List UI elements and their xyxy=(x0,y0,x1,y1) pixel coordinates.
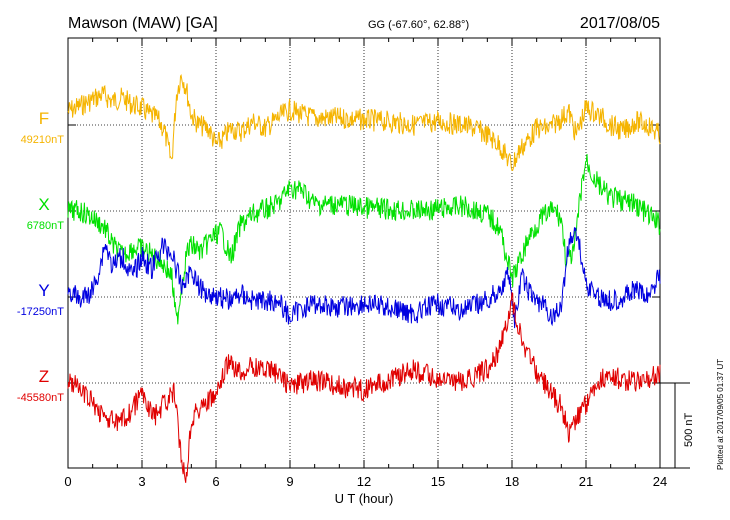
grid xyxy=(68,38,660,468)
series-line-z xyxy=(67,291,661,483)
x-tick-label: 15 xyxy=(431,474,445,489)
x-tick-label: 3 xyxy=(138,474,145,489)
series-line-y xyxy=(67,227,661,329)
plotted-timestamp: Plotted at 2017/09/05 01:37 UT xyxy=(716,359,725,470)
x-tick-label: 24 xyxy=(653,474,667,489)
scale-bar: 500 nT xyxy=(660,382,695,469)
station-title: Mawson (MAW) [GA] xyxy=(68,15,218,32)
x-tick-label: 18 xyxy=(505,474,519,489)
x-tick-label: 12 xyxy=(357,474,371,489)
series-name-f: F xyxy=(39,109,49,128)
x-tick-label: 9 xyxy=(286,474,293,489)
series-baseline-y: -17250nT xyxy=(17,306,64,318)
scale-bar-label: 500 nT xyxy=(683,412,695,447)
series-lines xyxy=(67,73,661,483)
plot-frame xyxy=(67,37,661,469)
series-name-z: Z xyxy=(39,367,49,386)
series-name-x: X xyxy=(38,195,49,214)
series-baseline-z: -45580nT xyxy=(17,392,64,404)
x-tick-label: 0 xyxy=(64,474,71,489)
observation-date: 2017/08/05 xyxy=(580,15,660,32)
series-baseline-f: 49210nT xyxy=(21,134,65,146)
series-line-f xyxy=(67,73,661,171)
x-tick-label: 6 xyxy=(212,474,219,489)
series-baseline-x: 6780nT xyxy=(27,220,65,232)
geographic-coordinates: GG (-67.60°, 62.88°) xyxy=(368,19,469,31)
axis-ticks: 0 3 6 9 12 15 18 21 24 xyxy=(64,38,667,489)
x-axis-label: U T (hour) xyxy=(335,491,394,506)
x-tick-label: 21 xyxy=(579,474,593,489)
series-name-y: Y xyxy=(38,281,49,300)
series-line-x xyxy=(67,153,661,325)
series-labels: F 49210nT X 6780nT Y -17250nT Z -45580nT xyxy=(17,109,64,404)
